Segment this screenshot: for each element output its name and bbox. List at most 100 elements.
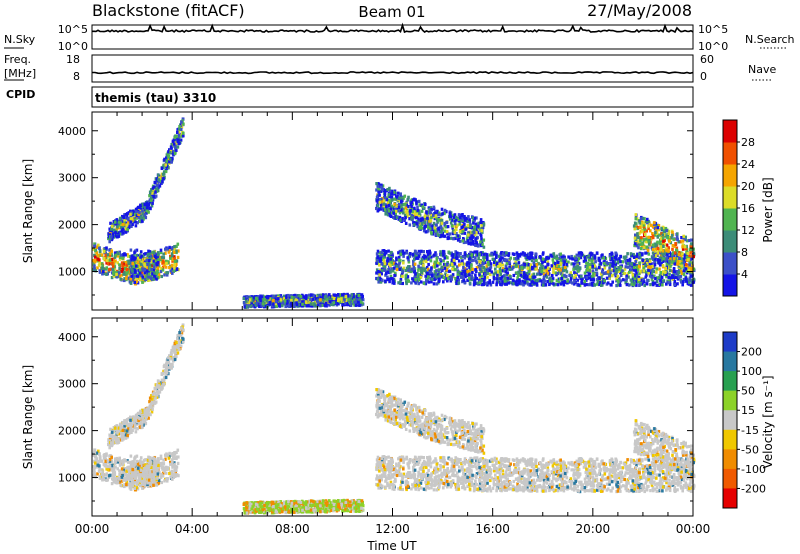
scatter-cell (540, 270, 544, 274)
scatter-cell (612, 255, 615, 259)
scatter-cell (305, 301, 308, 305)
scatter-cell (386, 262, 389, 266)
scatter-cell (376, 249, 380, 253)
scatter-cell (148, 190, 152, 194)
scatter-cell (647, 268, 650, 272)
scatter-cell (141, 254, 145, 258)
nsky-label: N.Sky (4, 33, 36, 46)
scatter-cell (515, 251, 519, 255)
scatter-cell (501, 267, 505, 271)
scatter-cell (101, 264, 104, 268)
scatter-cell (449, 236, 453, 240)
scatter-cell (292, 304, 296, 308)
scatter-cell (324, 301, 328, 305)
scatter-cell (433, 275, 437, 279)
scatter-cell (572, 267, 575, 271)
scatter-cell (457, 278, 460, 282)
scatter-cell (446, 263, 449, 267)
scatter-cell (245, 299, 248, 303)
scatter-cell (526, 280, 529, 284)
scatter-cell (623, 267, 627, 271)
scatter-cell (108, 252, 112, 256)
scatter-cell (426, 271, 429, 275)
scatter-cell (569, 276, 573, 281)
scatter-cell (380, 268, 384, 273)
scatter-cell (449, 263, 452, 267)
scatter-cell (417, 249, 421, 253)
scatter-cell (676, 282, 679, 286)
scatter-cell (420, 271, 424, 275)
scatter-cell (496, 270, 500, 274)
scatter-cell (635, 274, 639, 278)
nsearch-tick-high: 10^5 (698, 23, 728, 36)
scatter-cell (467, 242, 470, 246)
scatter-cell (585, 269, 588, 273)
scatter-cell (562, 266, 565, 270)
scatter-cell (661, 270, 665, 274)
scatter-cell (390, 189, 394, 193)
scatter-cell (605, 282, 609, 286)
scatter-cell (585, 276, 589, 280)
scatter-cell (124, 261, 128, 265)
scatter-cell (480, 279, 483, 283)
scatter-cell (406, 256, 409, 260)
scatter-cell (516, 276, 519, 280)
scatter-cell (156, 184, 159, 188)
scatter-cell (467, 233, 470, 237)
scatter-cell (440, 218, 444, 222)
scatter-cell (500, 251, 504, 255)
scatter-cell (397, 281, 400, 285)
scatter-cell (597, 256, 601, 260)
scatter-cell (275, 304, 278, 308)
scatter-cell (388, 186, 391, 190)
scatter-cell (680, 257, 683, 261)
scatter-cell (477, 221, 480, 225)
scatter-cell (643, 283, 646, 288)
scatter-cell (160, 255, 164, 259)
scatter-cell (97, 255, 100, 259)
scatter-cell (173, 266, 176, 270)
scatter-cell (526, 282, 530, 286)
scatter-cell (142, 217, 145, 221)
scatter-cell (434, 229, 437, 233)
scatter-cell (480, 237, 483, 241)
scatter-cell (410, 207, 414, 211)
scatter-cell (391, 268, 395, 272)
scatter-cell (116, 225, 119, 229)
scatter-cell (394, 209, 398, 213)
scatter-cell (470, 274, 473, 278)
scatter-cell (405, 209, 409, 214)
scatter-cell (118, 274, 122, 279)
scatter-cell (292, 296, 296, 300)
scatter-cell (473, 216, 477, 220)
scatter-cell (143, 213, 147, 217)
scatter-cell (108, 240, 111, 244)
scatter-cell (684, 235, 687, 239)
scatter-cell (452, 229, 455, 233)
scatter-cell (388, 280, 391, 284)
nsky-tick-low: 10^0 (58, 40, 88, 53)
scatter-cell (433, 253, 436, 257)
scatter-cell (113, 251, 117, 255)
scatter-cell (492, 257, 495, 261)
scatter-cell (388, 255, 392, 259)
scatter-cell (159, 258, 163, 262)
scatter-cell (579, 251, 583, 255)
scatter-cell (383, 268, 387, 272)
scatter-cell (639, 278, 643, 282)
scatter-cell (401, 197, 404, 202)
scatter-cell (376, 277, 380, 281)
scatter-cell (648, 239, 651, 243)
scatter-cell (397, 255, 401, 259)
scatter-cell (123, 213, 126, 217)
scatter-cell (454, 215, 458, 219)
scatter-cell (136, 260, 140, 264)
scatter-cell (464, 240, 468, 244)
scatter-cell (671, 247, 674, 251)
scatter-cell (399, 192, 402, 196)
scatter-cell (443, 208, 447, 212)
scatter-cell (176, 130, 179, 135)
scatter-cell (395, 205, 399, 209)
scatter-cell (529, 256, 532, 260)
scatter-cell (147, 249, 150, 253)
